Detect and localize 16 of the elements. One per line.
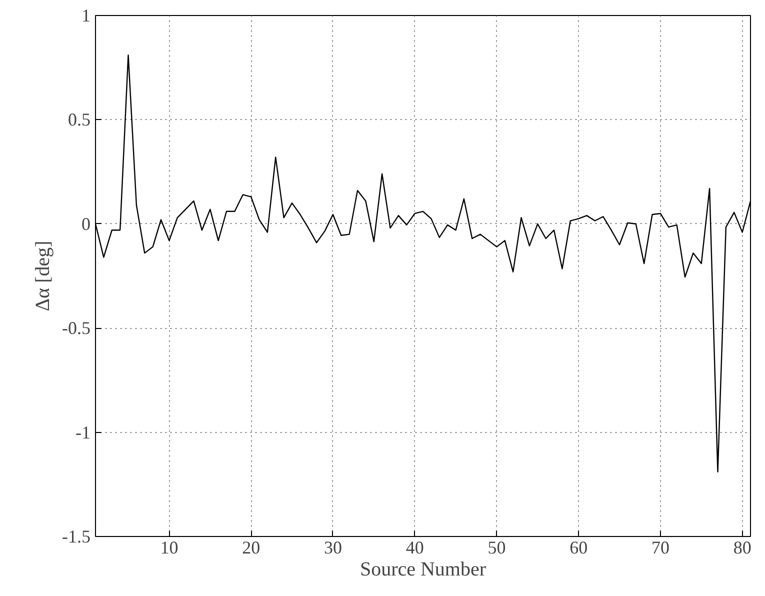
- y-tick-label: -1.5: [62, 526, 91, 546]
- y-tick-label: 1: [82, 6, 90, 26]
- y-axis-title: Δα [deg]: [32, 240, 54, 312]
- x-tick-label: 50: [488, 538, 506, 558]
- y-tick-label: -0.5: [62, 318, 91, 338]
- x-tick-label: 40: [406, 538, 424, 558]
- x-axis-title: Source Number: [360, 558, 486, 580]
- x-tick-label: 20: [242, 538, 260, 558]
- x-tick-label: 80: [733, 538, 752, 558]
- y-tick-label: 0.5: [68, 110, 90, 130]
- x-tick-label: 10: [160, 538, 178, 558]
- x-tick-label: 70: [651, 538, 670, 558]
- x-tick-label: 30: [324, 538, 342, 558]
- y-tick-label: -1: [76, 422, 91, 442]
- y-tick-label: 0: [82, 214, 90, 234]
- x-tick-label: 60: [570, 538, 588, 558]
